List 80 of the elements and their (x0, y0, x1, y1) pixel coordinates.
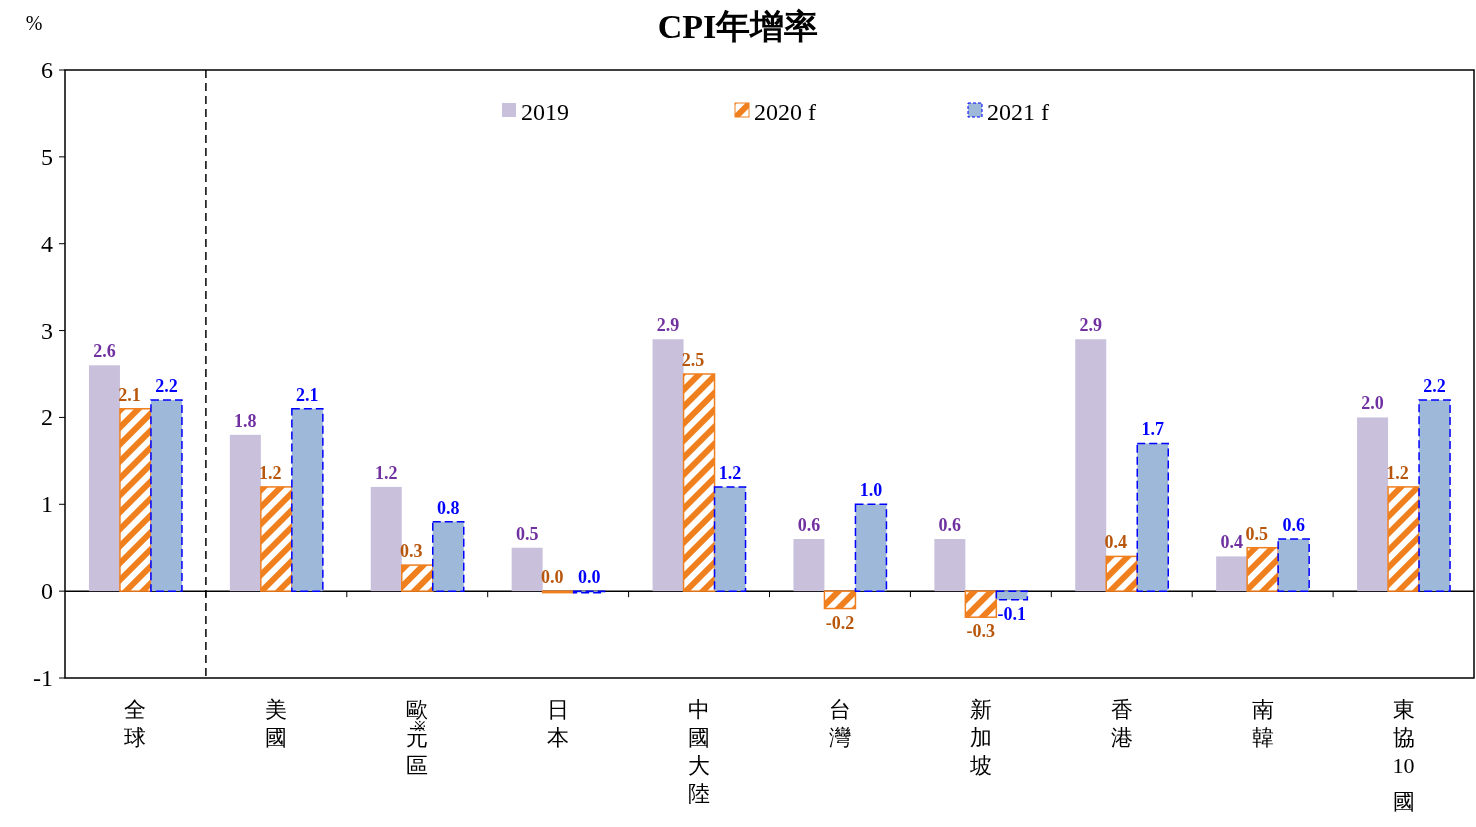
y-tick-label: 2 (41, 404, 53, 431)
bar (291, 407, 324, 592)
y-tick-label: 1 (41, 491, 53, 518)
data-label: 2.9 (656, 315, 680, 336)
data-label: 2.2 (155, 376, 178, 397)
bar (1277, 538, 1310, 592)
xlabel: 南韓 (1251, 697, 1274, 750)
xlabel: 台灣 (828, 697, 851, 750)
data-label: 0.4 (1104, 532, 1127, 553)
y-axis-title: % (25, 12, 43, 34)
bar (1075, 339, 1107, 592)
data-label: 0.5 (1245, 523, 1268, 544)
xlabel: 全球 (124, 697, 147, 750)
bar (511, 547, 543, 592)
data-label: 1.8 (234, 410, 257, 431)
data-label: 1.2 (1386, 462, 1409, 483)
data-label: 1.2 (718, 462, 742, 483)
data-label: 2.1 (296, 384, 319, 405)
bar (401, 564, 434, 592)
data-label: 0.4 (1220, 532, 1243, 553)
data-label: 0.0 (577, 567, 601, 588)
y-tick-label: 3 (41, 317, 53, 344)
y-tick-label: 5 (41, 143, 53, 170)
data-label: 1.2 (259, 462, 282, 483)
bar (1387, 486, 1420, 592)
data-label: 2.9 (1079, 315, 1102, 336)
xlabel: 美國 (265, 697, 288, 750)
bar (854, 503, 888, 592)
bar (823, 590, 857, 610)
data-label: -0.2 (825, 612, 855, 633)
data-label: 0.6 (938, 515, 962, 536)
data-label: 0.0 (540, 567, 564, 588)
y-tick-label: 4 (41, 230, 53, 257)
bar (934, 539, 966, 592)
bar (119, 407, 152, 592)
data-label: 1.7 (1141, 419, 1164, 440)
bar (432, 520, 465, 592)
legend-label: 2021 f (987, 99, 1049, 125)
bar (1136, 442, 1169, 592)
bar (682, 373, 716, 592)
bar (370, 486, 402, 592)
bar (1357, 417, 1389, 592)
bar (652, 339, 684, 592)
data-label: 0.8 (437, 497, 460, 518)
xlabel: 中國大陸 (688, 697, 711, 806)
data-label: 2.0 (1361, 393, 1384, 414)
data-label: 2.1 (118, 384, 141, 405)
bar (713, 486, 747, 592)
data-label: 2.2 (1423, 376, 1446, 397)
bar (1418, 399, 1451, 592)
chart-title: CPI年增率 (657, 8, 819, 45)
data-label: -0.3 (966, 621, 996, 642)
bar (88, 365, 120, 592)
data-label: -0.1 (997, 603, 1027, 624)
legend-label: 2020 f (754, 99, 816, 125)
data-label: 0.3 (400, 541, 423, 562)
data-label: 0.6 (1282, 515, 1305, 536)
bar (964, 590, 998, 618)
xlabel: 日本 (547, 697, 570, 750)
bar (995, 590, 1029, 601)
xlabel: 香港 (1110, 697, 1133, 750)
data-label: 2.6 (93, 341, 116, 362)
xlabel: 東協10國 (1392, 697, 1415, 814)
data-label: 0.5 (515, 523, 539, 544)
y-tick-label: 0 (41, 578, 53, 605)
bar (1246, 546, 1279, 592)
bar (793, 539, 825, 592)
xlabel: 新加坡 (969, 697, 992, 778)
data-label: 2.5 (681, 350, 705, 370)
data-label: 1.2 (375, 462, 398, 483)
bar (150, 399, 183, 592)
legend-label: 2019 (521, 99, 569, 125)
y-tick-label: 6 (41, 57, 53, 83)
data-label: 0.6 (797, 515, 821, 536)
bar (1105, 555, 1138, 592)
data-label: 1.0 (859, 480, 883, 501)
bar (229, 434, 261, 592)
bar (260, 486, 293, 592)
bar (1216, 556, 1248, 592)
y-tick-label: -1 (33, 665, 53, 691)
